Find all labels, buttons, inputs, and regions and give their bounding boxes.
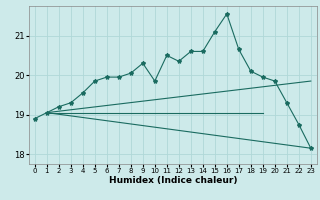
X-axis label: Humidex (Indice chaleur): Humidex (Indice chaleur) bbox=[108, 176, 237, 185]
